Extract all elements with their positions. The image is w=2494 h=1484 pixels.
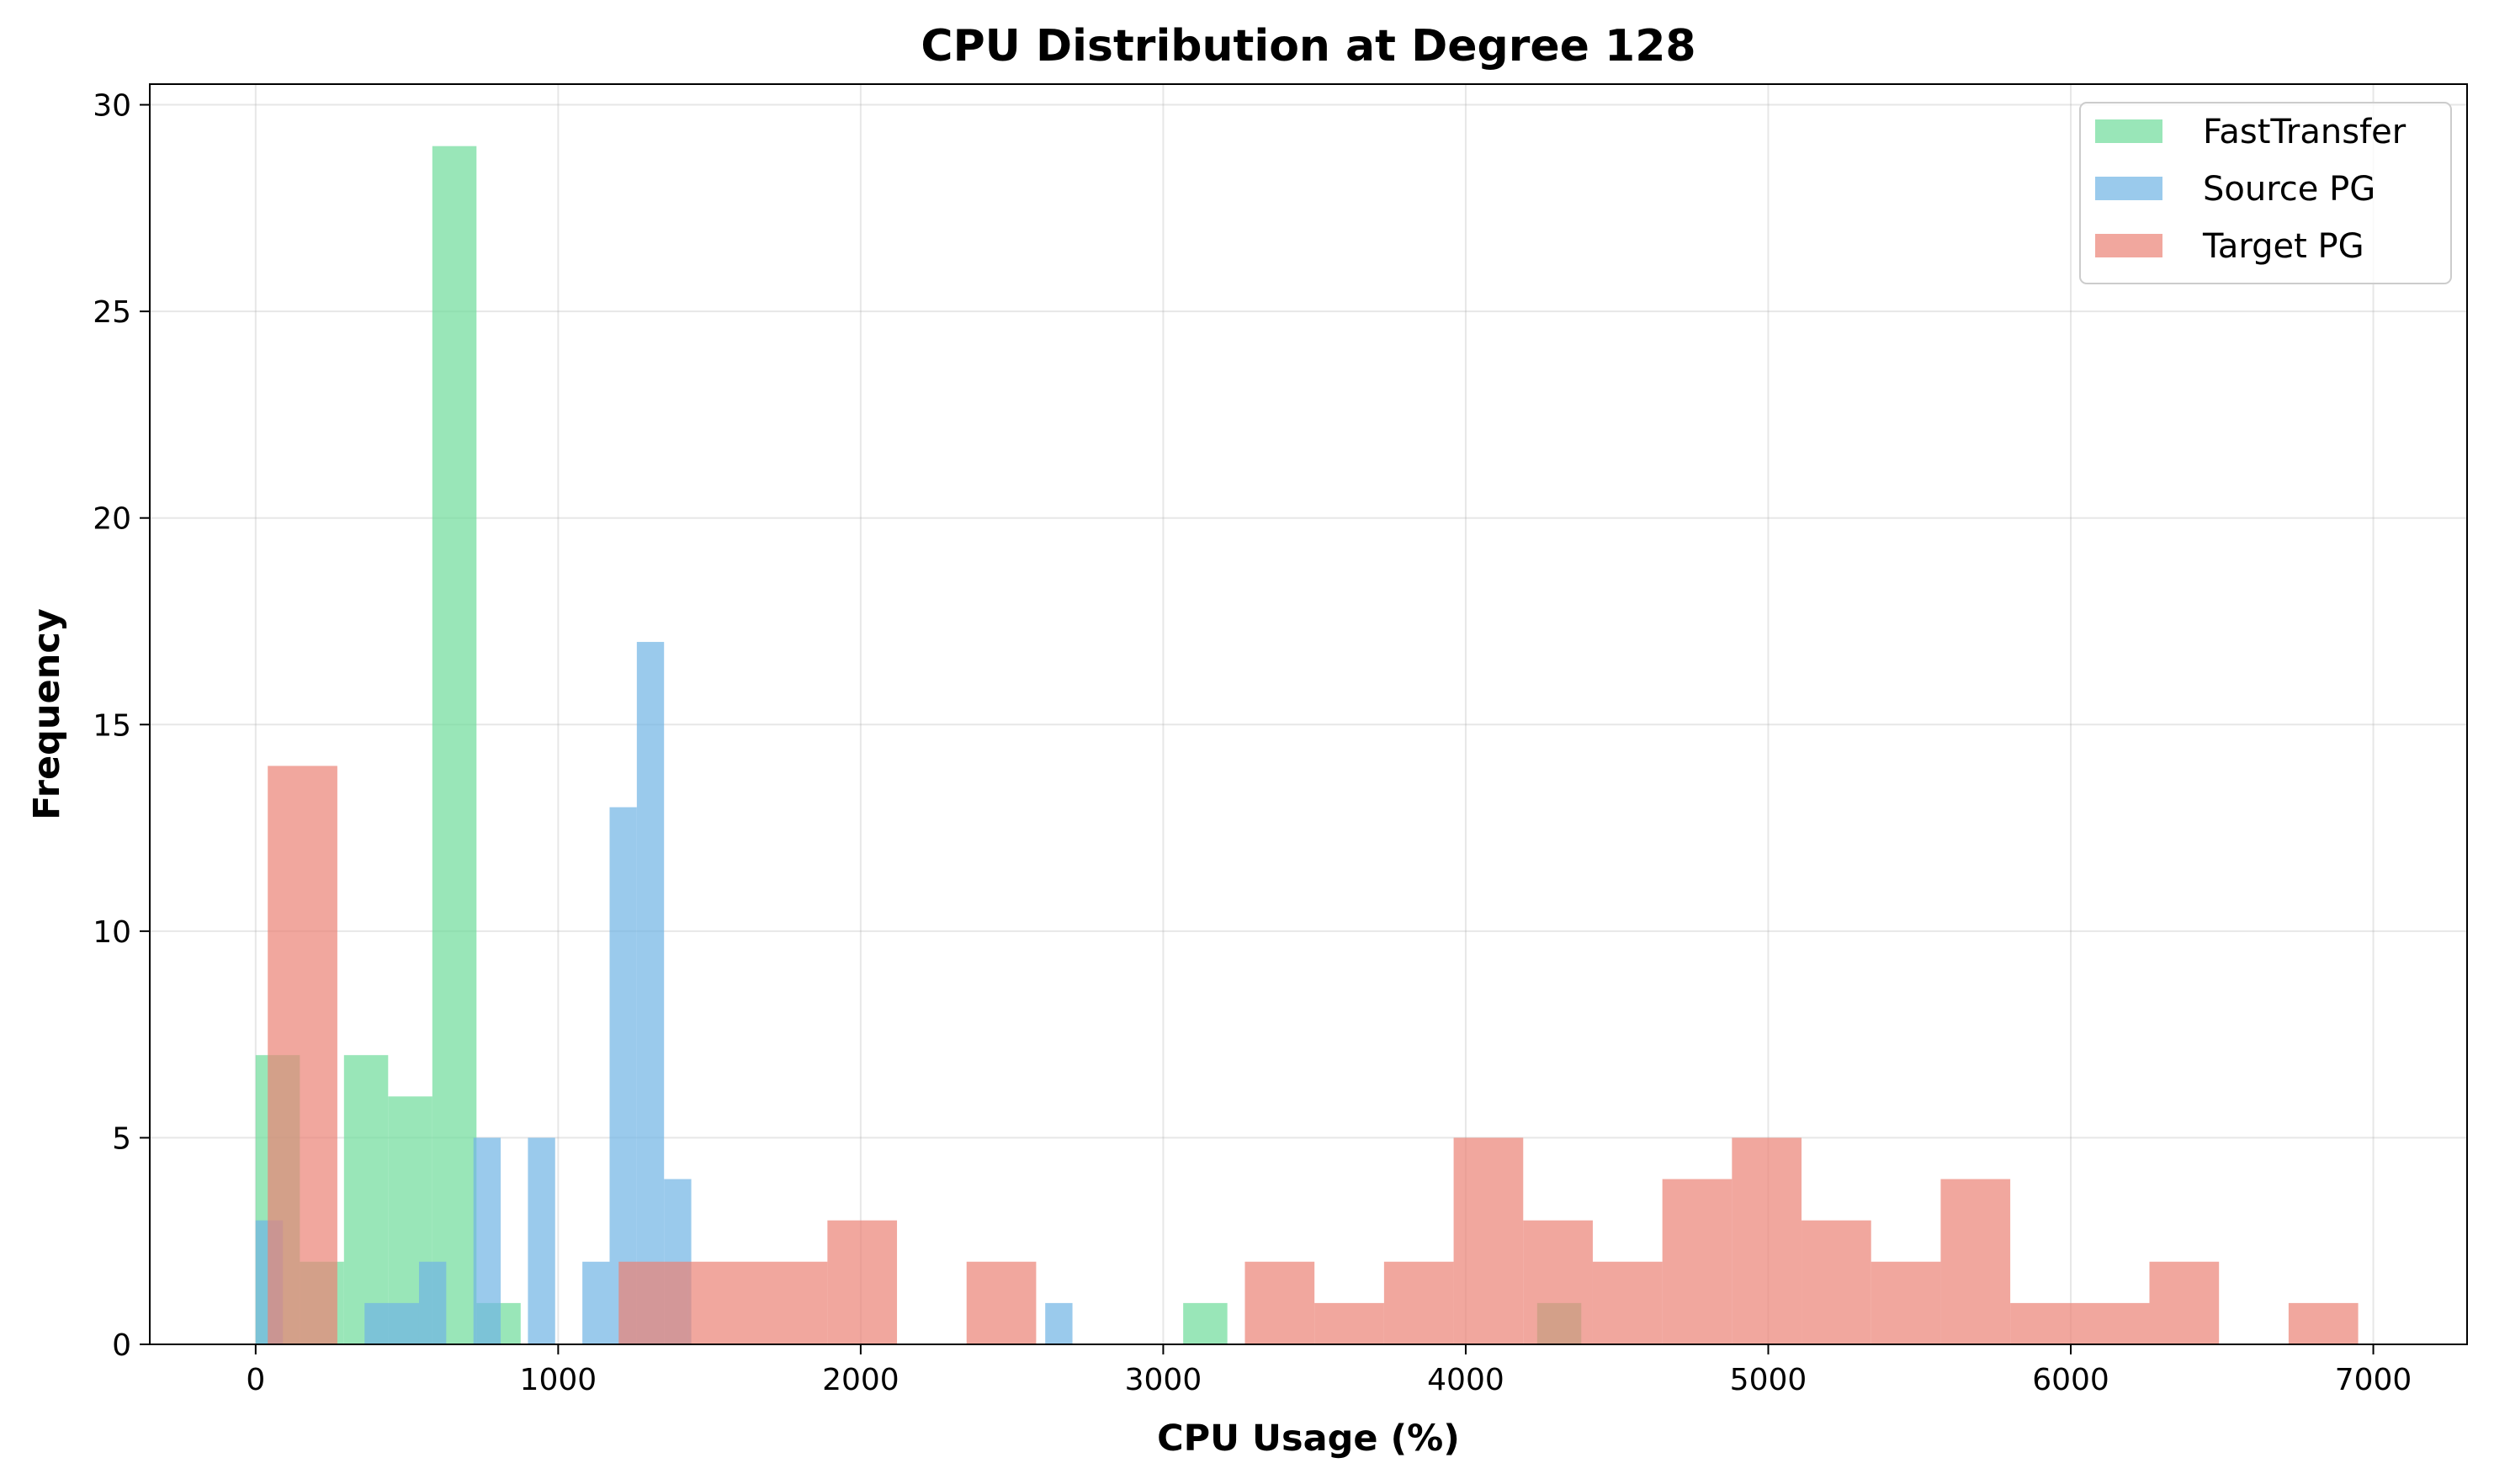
- bar-target-pg: [1383, 1261, 1454, 1344]
- grid-lines: [150, 84, 2467, 1345]
- y-axis-ticks: 0 5 10 15 20 25 30: [93, 89, 150, 1363]
- x-tick-label: 2000: [822, 1363, 899, 1397]
- x-tick-label: 6000: [2032, 1363, 2109, 1397]
- bar-target-pg: [618, 1261, 688, 1344]
- y-tick-label: 20: [93, 502, 131, 537]
- legend-swatch-target-pg: [2095, 234, 2162, 257]
- bar-target-pg: [2149, 1261, 2220, 1344]
- legend-swatch-source-pg: [2095, 177, 2162, 200]
- y-tick-label: 0: [112, 1328, 131, 1363]
- y-axis-label: Frequency: [26, 608, 68, 820]
- bar-target-pg: [827, 1220, 898, 1344]
- bar-target-pg: [1523, 1220, 1593, 1344]
- legend-box: [2079, 102, 2452, 284]
- x-axis-ticks: 0 1000 2000 3000 4000 5000 6000 7000: [246, 1344, 2412, 1397]
- bar-target-pg: [1732, 1137, 1802, 1344]
- bar-source-pg: [418, 1261, 447, 1344]
- bar-target-pg: [1314, 1302, 1384, 1344]
- bar-fasttransfer: [1183, 1302, 1228, 1344]
- bar-source-pg: [1045, 1302, 1073, 1344]
- x-tick-label: 0: [246, 1363, 265, 1397]
- bar-target-pg: [268, 766, 337, 1344]
- y-tick-label: 5: [112, 1121, 131, 1156]
- x-axis-label: CPU Usage (%): [1157, 1418, 1460, 1460]
- bar-target-pg: [1802, 1220, 1871, 1344]
- x-tick-label: 7000: [2335, 1363, 2412, 1397]
- bar-source-pg: [609, 807, 637, 1344]
- bar-target-pg: [1453, 1137, 1524, 1344]
- legend-label-target-pg: Target PG: [2202, 227, 2364, 266]
- bar-fasttransfer: [432, 146, 477, 1345]
- y-tick-label: 10: [93, 915, 131, 950]
- bar-source-pg: [364, 1302, 419, 1344]
- bar-target-pg: [1870, 1261, 1941, 1344]
- bar-target-pg: [2288, 1302, 2359, 1344]
- chart-title: CPU Distribution at Degree 128: [921, 21, 1695, 72]
- series-fasttransfer: [255, 146, 1582, 1345]
- legend-label-fasttransfer: FastTransfer: [2203, 113, 2406, 151]
- bar-target-pg: [1662, 1179, 1733, 1344]
- bar-fasttransfer: [343, 1055, 389, 1344]
- bar-source-pg: [582, 1261, 610, 1344]
- plot-frame: [149, 83, 2468, 1345]
- y-tick-label: 15: [93, 708, 131, 743]
- series-source-pg: [255, 642, 1073, 1344]
- bar-target-pg: [2010, 1302, 2150, 1344]
- bar-target-pg: [1940, 1179, 2011, 1344]
- legend-label-source-pg: Source PG: [2203, 170, 2375, 209]
- x-tick-label: 4000: [1427, 1363, 1504, 1397]
- y-tick-label: 25: [93, 295, 131, 330]
- legend: FastTransfer Source PG Target PG: [2079, 102, 2452, 284]
- x-tick-label: 1000: [520, 1363, 597, 1397]
- bar-target-pg: [1244, 1261, 1315, 1344]
- histogram-bars: [255, 146, 2359, 1345]
- bar-source-pg: [528, 1137, 555, 1344]
- bar-target-pg: [966, 1261, 1037, 1344]
- x-tick-label: 3000: [1125, 1363, 1202, 1397]
- bar-source-pg: [636, 642, 665, 1344]
- bar-source-pg: [473, 1137, 501, 1344]
- bar-target-pg: [1592, 1261, 1663, 1344]
- x-tick-label: 5000: [1730, 1363, 1807, 1397]
- series-target-pg: [268, 766, 2359, 1344]
- legend-swatch-fasttransfer: [2095, 119, 2162, 143]
- y-tick-label: 30: [93, 89, 131, 124]
- bar-target-pg: [687, 1261, 828, 1344]
